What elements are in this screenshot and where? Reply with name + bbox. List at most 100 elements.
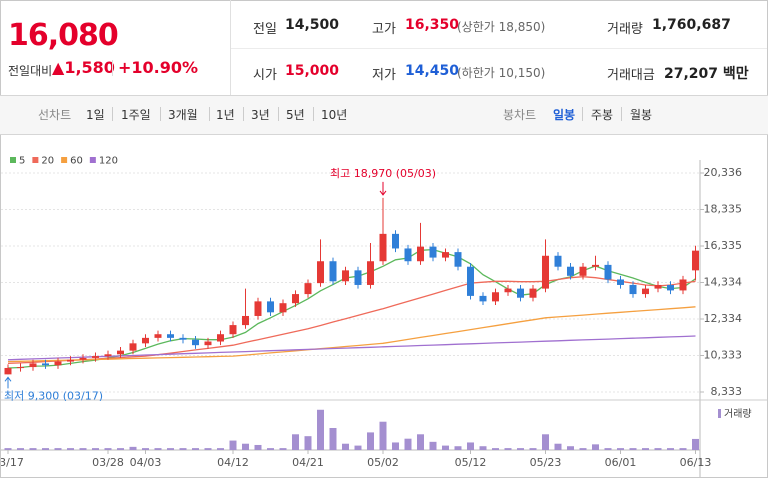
volume-bar	[154, 448, 162, 450]
volume-bar	[479, 446, 487, 450]
x-tick-label: 04/12	[217, 456, 249, 469]
volume-bar	[292, 434, 299, 450]
volume-bar	[692, 438, 699, 450]
legend-swatch	[32, 157, 39, 163]
tab[interactable]: 1년	[216, 108, 235, 122]
volume-bar	[454, 446, 462, 450]
volume-bar	[279, 448, 287, 450]
candle-body	[467, 266, 474, 296]
volume-bar	[517, 448, 524, 450]
volume-bar	[542, 434, 549, 450]
tab[interactable]: 10년	[321, 108, 348, 122]
price: 16,080	[8, 18, 119, 53]
volume-bar	[392, 442, 399, 450]
candle-body	[279, 303, 287, 313]
summary-value: 15,000	[285, 63, 340, 79]
volume-bar	[342, 443, 349, 450]
legend-swatch	[10, 157, 16, 163]
candle-body	[304, 283, 312, 295]
candle-body	[217, 334, 224, 342]
separator	[243, 107, 244, 121]
candle-body	[592, 264, 599, 267]
tab-label: 봉차트	[503, 108, 537, 122]
tab[interactable]: 1일	[86, 108, 105, 122]
candle-body	[367, 261, 374, 285]
volume-bar	[429, 441, 437, 450]
volume-bar	[317, 409, 324, 450]
candle-body	[17, 367, 24, 369]
tab[interactable]: 월봉	[630, 108, 653, 122]
tab[interactable]: 5년	[286, 108, 305, 122]
tab[interactable]: 3개월	[168, 108, 198, 122]
y-tick-label: 16,335	[704, 239, 743, 252]
volume-bar	[667, 448, 674, 450]
volume-bar	[567, 446, 574, 450]
candle-body	[179, 337, 187, 340]
change-rate: +10.90%	[118, 58, 199, 77]
tab-bar	[0, 95, 768, 135]
tab[interactable]: 3년	[251, 108, 270, 122]
ma-line	[7, 335, 696, 361]
volume-bar	[204, 448, 212, 450]
candle-body	[292, 294, 299, 304]
candle-body	[192, 339, 199, 346]
y-tick-label: 20,336	[704, 166, 743, 179]
candle-body	[104, 354, 112, 357]
summary-label: 거래량	[607, 22, 643, 37]
separator	[582, 107, 583, 121]
candle-body	[529, 288, 537, 298]
volume-bar	[504, 448, 512, 450]
candle-body	[654, 284, 662, 289]
x-tick-label: 06/13	[680, 456, 712, 469]
ma-line	[7, 306, 696, 363]
volume-bar	[404, 438, 412, 450]
summary-label: 시가	[253, 68, 277, 83]
high-arrow-head	[379, 190, 387, 196]
x-tick-label: 04/21	[292, 456, 324, 469]
candle-body	[442, 252, 449, 258]
summary-value: 16,350	[405, 17, 460, 33]
volume-bar	[492, 448, 499, 450]
tab[interactable]: 1주일	[121, 108, 151, 122]
volume-bar	[254, 444, 262, 450]
summary-value: 27,207 백만	[664, 66, 749, 82]
volume-bar	[229, 440, 237, 450]
candle-body	[129, 343, 137, 351]
summary-label: 저가	[372, 68, 396, 83]
low-arrow-head	[4, 376, 12, 382]
legend-swatch	[61, 157, 68, 163]
volume-bar	[92, 448, 99, 450]
candle-body	[642, 288, 649, 295]
y-tick-label: 14,334	[704, 276, 743, 289]
volume-bar	[4, 448, 12, 450]
candle-body	[604, 264, 612, 280]
summary-label: 고가	[372, 22, 396, 37]
divider	[230, 0, 231, 95]
volume-bar	[467, 442, 474, 450]
volume-legend-swatch	[718, 409, 721, 418]
candle-body	[154, 334, 162, 338]
candle-body	[342, 270, 349, 282]
volume-bar	[79, 448, 87, 450]
candle-body	[117, 350, 124, 355]
y-tick-label: 8,333	[711, 385, 743, 398]
volume-bar	[629, 448, 637, 450]
volume-bar	[329, 428, 337, 450]
volume-bar	[617, 448, 624, 450]
volume-bar	[217, 448, 224, 450]
volume-bar	[117, 448, 124, 450]
change-label: 전일대비	[8, 64, 53, 78]
tab-selected[interactable]: 일봉	[553, 108, 576, 122]
volume-bar	[304, 436, 312, 450]
candle-body	[242, 315, 249, 326]
candle-body	[567, 266, 574, 276]
volume-bar	[679, 448, 687, 450]
high-annotation: 최고 18,970 (05/03)	[330, 167, 436, 180]
volume-bar	[654, 448, 662, 450]
x-tick-label: 05/12	[455, 456, 487, 469]
volume-bar	[554, 443, 562, 450]
y-tick-label: 10,333	[704, 349, 743, 362]
summary-note: (상한가 18,850)	[457, 20, 546, 34]
tab[interactable]: 주봉	[591, 108, 614, 122]
separator	[160, 107, 161, 121]
